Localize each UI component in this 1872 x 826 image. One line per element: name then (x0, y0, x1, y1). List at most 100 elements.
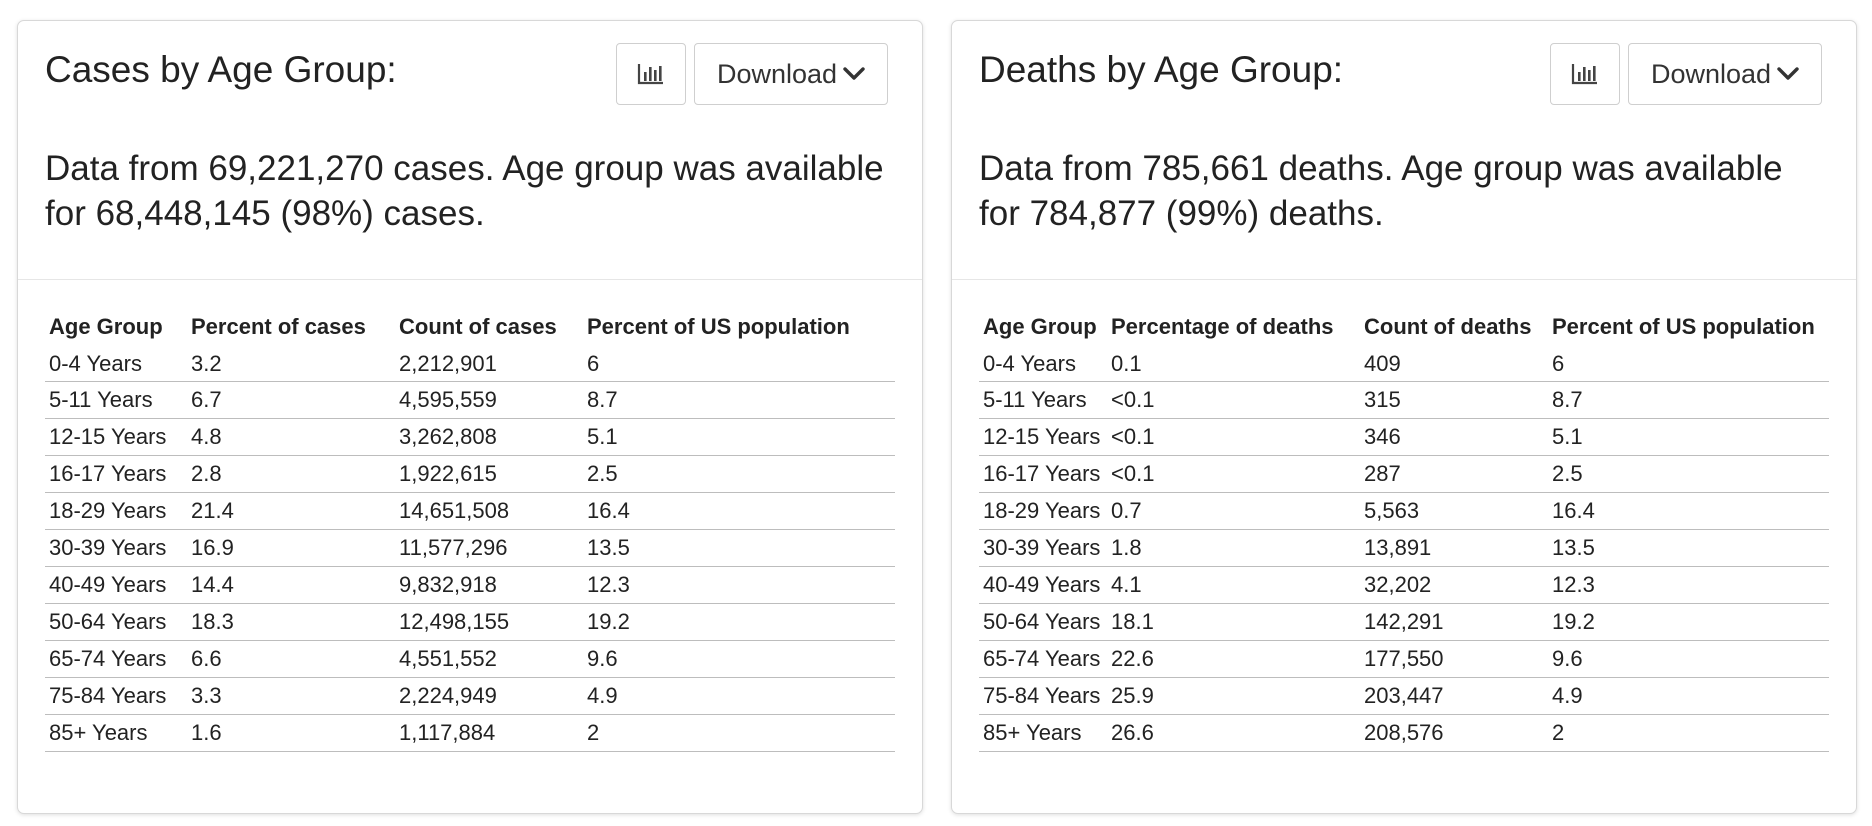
table-cell: 32,202 (1360, 566, 1548, 604)
table-cell: 16-17 Years (45, 455, 187, 493)
table-cell: 177,550 (1360, 640, 1548, 678)
table-cell: 346 (1360, 418, 1548, 456)
divider (952, 279, 1856, 280)
table-cell: 0.7 (1107, 492, 1360, 530)
table-row: 5-11 Years 6.7 4,595,559 8.7 (45, 381, 895, 419)
table-cell: 50-64 Years (45, 603, 187, 641)
table-cell: 11,577,296 (395, 529, 583, 567)
chevron-down-icon (1777, 67, 1799, 80)
table-row: 0-4 Years 0.1 409 6 (979, 347, 1829, 382)
table-cell: <0.1 (1107, 455, 1360, 493)
table-cell: 3.3 (187, 677, 395, 715)
table-cell: 18.3 (187, 603, 395, 641)
table-cell: 2,212,901 (395, 347, 583, 382)
table-cell: 16-17 Years (979, 455, 1107, 493)
table-cell: 409 (1360, 347, 1548, 382)
table-header-row: Age Group Percentage of deaths Count of … (979, 307, 1829, 347)
table-cell: 5-11 Years (45, 381, 187, 419)
column-header: Age Group (49, 314, 163, 339)
table-cell: 30-39 Years (45, 529, 187, 567)
table-row: 30-39 Years 1.8 13,891 13.5 (979, 529, 1829, 567)
table-cell: 65-74 Years (979, 640, 1107, 678)
table-cell: 16.4 (1548, 492, 1829, 530)
column-header: Percentage of deaths (1111, 314, 1334, 339)
table-cell: 19.2 (1548, 603, 1829, 641)
table-cell: 14.4 (187, 566, 395, 604)
table-cell: 18-29 Years (979, 492, 1107, 530)
divider (18, 279, 922, 280)
table-cell: 208,576 (1360, 714, 1548, 752)
table-cell: <0.1 (1107, 418, 1360, 456)
table-cell: 9.6 (583, 640, 895, 678)
table-row: 75-84 Years 3.3 2,224,949 4.9 (45, 677, 895, 715)
cases-chart-view-button[interactable] (616, 43, 686, 105)
cases-download-button[interactable]: Download (694, 43, 888, 105)
table-cell: 5-11 Years (979, 381, 1107, 419)
deaths-table-body: 0-4 Years 0.1 409 6 5-11 Years <0.1 315 8.7 12-1… (979, 347, 1829, 752)
table-cell: 287 (1360, 455, 1548, 493)
table-cell: 4,551,552 (395, 640, 583, 678)
column-header: Percent of cases (191, 314, 366, 339)
table-cell: 13.5 (583, 529, 895, 567)
table-cell: 1,922,615 (395, 455, 583, 493)
table-cell: 50-64 Years (979, 603, 1107, 641)
table-cell: 4.9 (583, 677, 895, 715)
table-cell: 75-84 Years (45, 677, 187, 715)
table-cell: 75-84 Years (979, 677, 1107, 715)
table-cell: 0-4 Years (979, 347, 1107, 382)
table-cell: 8.7 (583, 381, 895, 419)
deaths-card-title: Deaths by Age Group: (979, 49, 1344, 90)
table-cell: 203,447 (1360, 677, 1548, 715)
table-cell: 40-49 Years (979, 566, 1107, 604)
table-cell: 18-29 Years (45, 492, 187, 530)
download-label: Download (1650, 58, 1772, 89)
chevron-down-icon (843, 67, 865, 80)
table-row: 5-11 Years <0.1 315 8.7 (979, 381, 1829, 419)
table-cell: 26.6 (1107, 714, 1360, 752)
table-cell: 6.7 (187, 381, 395, 419)
deaths-summary: Data from 785,661 deaths. Age group was … (979, 149, 1783, 233)
table-cell: 12,498,155 (395, 603, 583, 641)
table-cell: 4.9 (1548, 677, 1829, 715)
table-row: 65-74 Years 6.6 4,551,552 9.6 (45, 640, 895, 678)
table-cell: 0-4 Years (45, 347, 187, 382)
table-cell: 1.6 (187, 714, 395, 752)
column-header: Age Group (983, 314, 1097, 339)
table-row: 85+ Years 1.6 1,117,884 2 (45, 714, 895, 752)
table-cell: 4,595,559 (395, 381, 583, 419)
table-cell: 0.1 (1107, 347, 1360, 382)
table-cell: 12.3 (1548, 566, 1829, 604)
table-cell: 315 (1360, 381, 1548, 419)
table-cell: 142,291 (1360, 603, 1548, 641)
table-cell: 1,117,884 (395, 714, 583, 752)
table-cell: 85+ Years (45, 714, 187, 752)
table-cell: 5.1 (583, 418, 895, 456)
table-cell: 6 (583, 347, 895, 382)
table-cell: 5,563 (1360, 492, 1548, 530)
table-cell: 2.5 (583, 455, 895, 493)
table-cell: 2 (1548, 714, 1829, 752)
bar-chart-icon (1571, 64, 1597, 85)
table-row: 40-49 Years 14.4 9,832,918 12.3 (45, 566, 895, 604)
table-cell: 2 (583, 714, 895, 752)
table-cell: 12.3 (583, 566, 895, 604)
table-cell: 1.8 (1107, 529, 1360, 567)
cases-by-age-card: Cases by Age Group: Download Data from 6… (17, 20, 923, 814)
column-header: Count of deaths (1364, 314, 1532, 339)
table-cell: 25.9 (1107, 677, 1360, 715)
table-cell: 13.5 (1548, 529, 1829, 567)
table-row: 30-39 Years 16.9 11,577,296 13.5 (45, 529, 895, 567)
table-cell: 21.4 (187, 492, 395, 530)
table-row: 50-64 Years 18.1 142,291 19.2 (979, 603, 1829, 641)
table-row: 16-17 Years <0.1 287 2.5 (979, 455, 1829, 493)
table-cell: 8.7 (1548, 381, 1829, 419)
table-cell: 14,651,508 (395, 492, 583, 530)
cases-card-title: Cases by Age Group: (45, 49, 397, 90)
deaths-download-button[interactable]: Download (1628, 43, 1822, 105)
table-cell: 12-15 Years (45, 418, 187, 456)
deaths-chart-view-button[interactable] (1550, 43, 1620, 105)
download-label: Download (716, 58, 838, 89)
table-row: 12-15 Years 4.8 3,262,808 5.1 (45, 418, 895, 456)
table-header-row: Age Group Percent of cases Count of case… (45, 307, 895, 347)
table-cell: 2.5 (1548, 455, 1829, 493)
